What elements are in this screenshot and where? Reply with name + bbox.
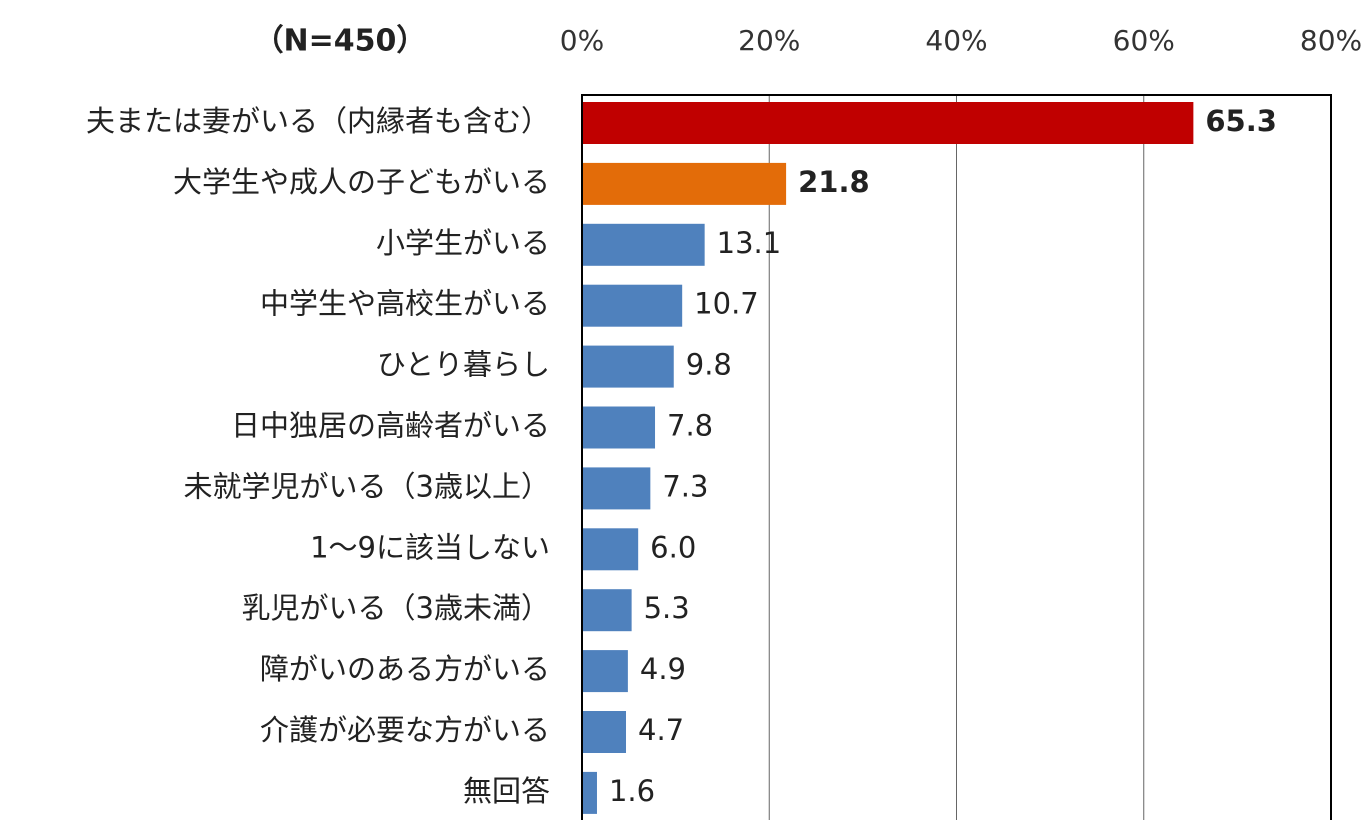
bar bbox=[582, 650, 628, 693]
category-label: 障がいのある方がいる bbox=[260, 652, 550, 686]
value-label: 6.0 bbox=[650, 530, 696, 564]
category-label: 無回答 bbox=[463, 774, 550, 808]
sample-size: （N=450） bbox=[254, 24, 427, 59]
x-tick-label: 40% bbox=[925, 24, 987, 57]
value-label: 4.7 bbox=[638, 713, 684, 747]
bar bbox=[582, 528, 639, 571]
value-label: 1.6 bbox=[609, 774, 655, 808]
category-label: 未就学児がいる（3歳以上） bbox=[184, 469, 550, 503]
bar bbox=[582, 406, 656, 449]
bar bbox=[582, 284, 683, 327]
x-tick-label: 0% bbox=[560, 24, 604, 57]
value-label: 9.8 bbox=[686, 348, 732, 382]
value-label: 65.3 bbox=[1205, 104, 1277, 138]
bar bbox=[582, 467, 651, 510]
x-tick-label: 60% bbox=[1113, 24, 1175, 57]
bar bbox=[582, 771, 597, 814]
bar bbox=[582, 162, 787, 205]
category-label: 大学生や成人の子どもがいる bbox=[173, 165, 550, 199]
value-label: 13.1 bbox=[717, 226, 782, 260]
bar bbox=[582, 589, 632, 632]
category-label: 乳児がいる（3歳未満） bbox=[242, 591, 550, 625]
x-tick-label: 80% bbox=[1300, 24, 1362, 57]
value-label: 7.3 bbox=[662, 469, 708, 503]
category-label: 日中独居の高齢者がいる bbox=[231, 409, 550, 443]
bar bbox=[582, 345, 674, 388]
category-label: 夫または妻がいる（内縁者も含む） bbox=[86, 104, 550, 138]
category-label: 小学生がいる bbox=[376, 226, 550, 260]
plot-border bbox=[581, 94, 1332, 820]
category-label: 中学生や高校生がいる bbox=[260, 287, 550, 321]
bar bbox=[582, 711, 627, 753]
value-label: 5.3 bbox=[644, 591, 690, 625]
category-label: ひとり暮らし bbox=[377, 348, 550, 382]
bar bbox=[582, 223, 705, 266]
category-label: 1～9に該当しない bbox=[310, 530, 550, 564]
bar bbox=[582, 102, 1194, 144]
value-label: 4.9 bbox=[640, 652, 686, 686]
x-tick-label: 20% bbox=[738, 24, 800, 57]
value-label: 7.8 bbox=[667, 409, 713, 443]
value-label: 10.7 bbox=[694, 287, 759, 321]
category-label: 介護が必要な方がいる bbox=[260, 713, 550, 747]
value-label: 21.8 bbox=[798, 165, 870, 199]
